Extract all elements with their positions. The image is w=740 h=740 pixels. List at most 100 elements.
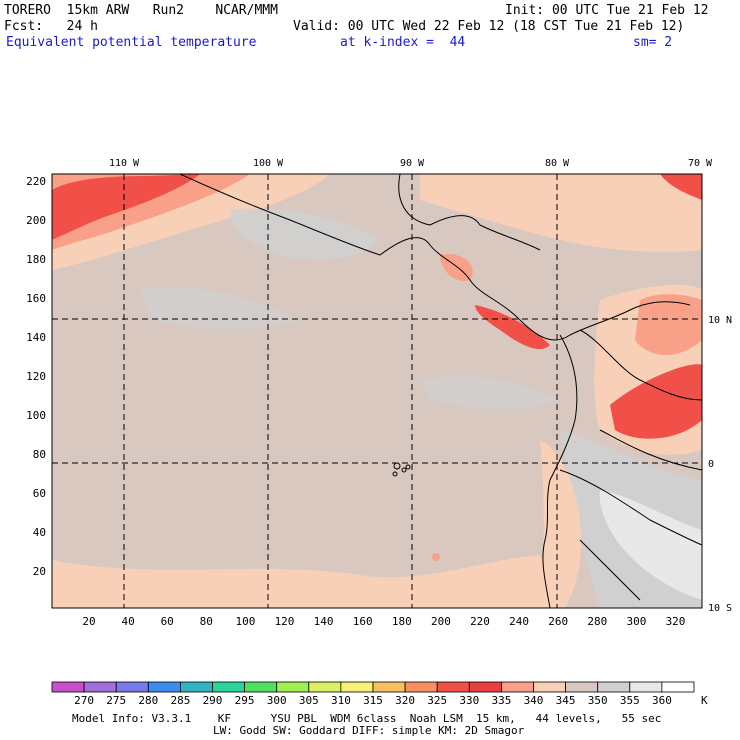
colorbar-swatch bbox=[533, 681, 566, 693]
colorbar-label: 355 bbox=[620, 694, 640, 707]
x-tick-label: 240 bbox=[509, 615, 529, 628]
y-tick-label: 160 bbox=[26, 292, 46, 305]
colorbar-label: 350 bbox=[588, 694, 608, 707]
x-tick-label: 120 bbox=[275, 615, 295, 628]
lat-label: 0 bbox=[708, 459, 714, 470]
colorbar-label: 270 bbox=[74, 694, 94, 707]
x-tick-label: 60 bbox=[161, 615, 174, 628]
colorbar-swatch bbox=[308, 681, 342, 693]
costa-rica-hot bbox=[475, 305, 550, 350]
lon-label: 80 W bbox=[545, 158, 570, 169]
colorbar-swatch bbox=[83, 681, 117, 693]
x-tick-label: 100 bbox=[235, 615, 255, 628]
y-tick-label: 80 bbox=[33, 448, 46, 461]
colorbar-swatch bbox=[115, 681, 149, 693]
galapagos-islands bbox=[392, 462, 411, 477]
colorbar-swatch bbox=[597, 681, 631, 693]
physics-info: LW: Godd SW: Goddard DIFF: simple KM: 2D… bbox=[213, 724, 525, 737]
northeast-warm-region bbox=[420, 174, 702, 252]
colorbar-swatch bbox=[179, 681, 213, 693]
colombia-hot bbox=[610, 364, 702, 439]
colorbar-swatch bbox=[500, 681, 534, 693]
y-tick-label: 140 bbox=[26, 331, 46, 344]
latitude-labels: 10 N 0 10 S bbox=[708, 315, 732, 614]
y-tick-label: 100 bbox=[26, 409, 46, 422]
y-tick-label: 60 bbox=[33, 487, 46, 500]
colorbar-swatch bbox=[565, 681, 599, 693]
grey-patch-2 bbox=[140, 287, 300, 330]
valid-time: Valid: 00 UTC Wed 22 Feb 12 (18 CST Tue … bbox=[293, 19, 685, 34]
colorbar-swatch bbox=[147, 681, 181, 693]
colorbar-swatch bbox=[629, 681, 663, 693]
colorbar-label: 300 bbox=[267, 694, 287, 707]
colorbar-label: 345 bbox=[556, 694, 576, 707]
y-tick-label: 120 bbox=[26, 370, 46, 383]
map-frame bbox=[51, 173, 703, 609]
peru-coast-warm bbox=[540, 440, 582, 608]
x-tick-labels: 20 40 60 80 100 120 140 160 180 200 220 240 260 280 30… bbox=[82, 615, 685, 628]
lon-label: 110 W bbox=[109, 158, 140, 169]
x-tick-label: 80 bbox=[200, 615, 213, 628]
northeast-hot-patch bbox=[660, 174, 702, 200]
coastlines bbox=[179, 174, 702, 608]
x-tick-label: 20 bbox=[82, 615, 95, 628]
colorbar-label: 335 bbox=[491, 694, 511, 707]
grey-patch-3 bbox=[420, 376, 560, 410]
colorbar-swatch bbox=[276, 681, 310, 693]
colorbar-label: 310 bbox=[331, 694, 351, 707]
y-tick-label: 40 bbox=[33, 526, 46, 539]
warm-spot bbox=[432, 553, 440, 561]
colorbar-label: 360 bbox=[652, 694, 672, 707]
colorbar-label: 290 bbox=[203, 694, 223, 707]
x-tick-label: 260 bbox=[548, 615, 568, 628]
colorbar-labels: 270 275 280 285 290 295 300 305 310 315 320 325 330 3… bbox=[74, 694, 672, 707]
colorbar-swatch bbox=[661, 681, 695, 693]
colorbar-label: 315 bbox=[363, 694, 383, 707]
y-tick-label: 20 bbox=[33, 565, 46, 578]
colorbar-swatch bbox=[468, 681, 502, 693]
forecast-hour: Fcst: 24 h bbox=[4, 19, 98, 34]
lon-label: 90 W bbox=[400, 158, 425, 169]
longitude-labels: 110 W 100 W 90 W 80 W 70 W bbox=[109, 158, 713, 169]
lon-label: 70 W bbox=[688, 158, 713, 169]
x-tick-label: 180 bbox=[392, 615, 412, 628]
colorbar-label: 305 bbox=[299, 694, 319, 707]
colorbar-swatch bbox=[372, 681, 406, 693]
smoothing: sm= 2 bbox=[633, 35, 673, 50]
colorbar-swatch bbox=[51, 681, 85, 693]
x-tick-label: 320 bbox=[666, 615, 686, 628]
x-tick-label: 300 bbox=[626, 615, 646, 628]
colorbar bbox=[51, 681, 695, 693]
x-tick-label: 160 bbox=[353, 615, 373, 628]
southern-warm-band bbox=[52, 555, 560, 608]
colorbar-label: 295 bbox=[235, 694, 255, 707]
y-tick-label: 180 bbox=[26, 253, 46, 266]
y-tick-label: 220 bbox=[26, 175, 46, 188]
colorbar-unit: K bbox=[701, 694, 708, 707]
colorbar-swatch bbox=[244, 681, 278, 693]
x-tick-label: 280 bbox=[587, 615, 607, 628]
lat-label: 10 S bbox=[708, 603, 732, 614]
northwest-hot-region bbox=[52, 174, 200, 240]
andes-white bbox=[599, 490, 702, 600]
lat-lon-grid bbox=[52, 174, 702, 608]
colorbar-label: 330 bbox=[459, 694, 479, 707]
colorbar-label: 340 bbox=[524, 694, 544, 707]
colorbar-swatch bbox=[340, 681, 374, 693]
colorbar-label: 320 bbox=[395, 694, 415, 707]
x-tick-label: 220 bbox=[470, 615, 490, 628]
colorbar-label: 325 bbox=[427, 694, 447, 707]
y-tick-labels: 220 200 180 160 140 120 100 80 60 40 20 bbox=[26, 175, 46, 578]
colorbar-label: 275 bbox=[106, 694, 126, 707]
lon-label: 100 W bbox=[253, 158, 284, 169]
colorbar-swatch bbox=[404, 681, 438, 693]
field-name: Equivalent potential temperature bbox=[6, 35, 257, 50]
colorbar-swatch bbox=[212, 681, 245, 693]
model-info: Model Info: V3.3.1 KF YSU PBL WDM 6class… bbox=[72, 712, 662, 725]
x-tick-label: 200 bbox=[431, 615, 451, 628]
colorbar-label: 280 bbox=[138, 694, 158, 707]
map-plot-area bbox=[52, 174, 702, 608]
model-title: TORERO 15km ARW Run2 NCAR/MMM bbox=[4, 3, 278, 18]
x-tick-label: 40 bbox=[121, 615, 134, 628]
